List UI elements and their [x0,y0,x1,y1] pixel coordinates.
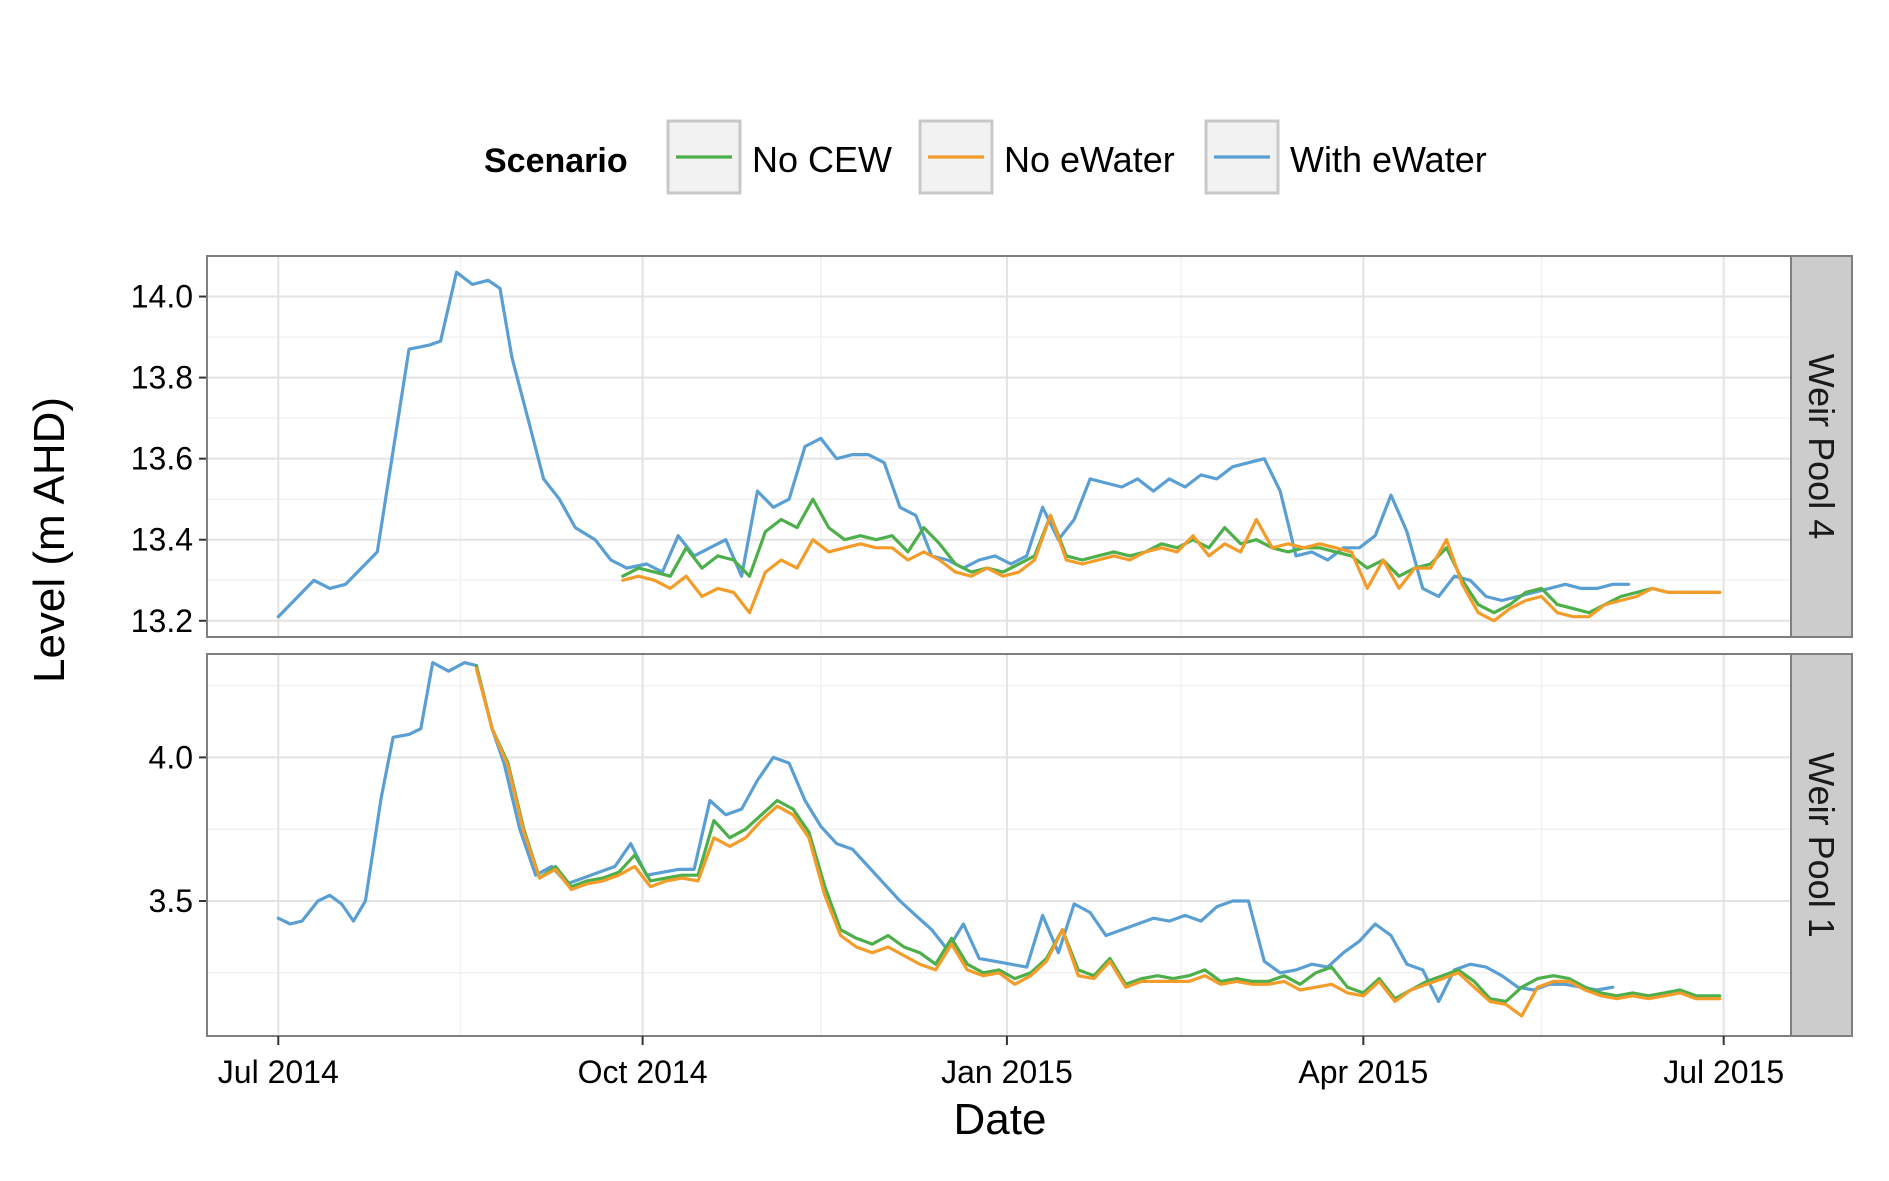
series-line-no-ewater [474,666,1722,1018]
panel-weir-pool-1: 3.5 4.0 Weir Pool 1 [149,653,1853,1037]
legend-entry-no-ewater: No eWater [918,119,1175,195]
x-tick-label: Jul 2014 [218,1054,339,1090]
legend-label: No CEW [752,139,892,180]
facet-strip [1790,255,1853,638]
y-tick-label: 13.6 [131,441,193,477]
x-axis: Jul 2014 Oct 2014 Jan 2015 Apr 2015 Jul 2015 [218,1036,1784,1090]
x-tick-label: Jan 2015 [941,1054,1073,1090]
legend-label: No eWater [1004,139,1175,180]
y-axis-title: Level (m AHD) [25,397,74,683]
y-tick-label: 4.0 [149,739,193,775]
y-tick-label: 13.2 [131,603,193,639]
x-tick-label: Jul 2015 [1663,1054,1784,1090]
legend-entry-with-ewater: With eWater [1204,119,1487,195]
chart-panels: 13.2 13.4 13.6 13.8 14.0 Weir Pool 4 3.5 4.0 Wei… [131,255,1853,1037]
x-tick-label: Oct 2014 [578,1054,708,1090]
facet-strip-label: Weir Pool 4 [1801,354,1842,539]
series-line-with-ewater [276,270,1631,619]
y-tick-label: 3.5 [149,883,193,919]
facet-strip-label: Weir Pool 1 [1801,752,1842,937]
y-tick-label: 13.8 [131,360,193,396]
series-line-no-cew [621,497,1722,615]
legend: Scenario No CEW No eWater With eWater [484,119,1487,195]
x-axis-title: Date [954,1095,1047,1144]
legend-title: Scenario [484,142,628,180]
series-line-no-ewater [621,513,1722,623]
y-tick-label: 14.0 [131,279,193,315]
legend-label: With eWater [1290,139,1487,180]
panel-weir-pool-4: 13.2 13.4 13.6 13.8 14.0 Weir Pool 4 [131,255,1853,639]
series-line-with-ewater [276,660,1615,1004]
x-tick-label: Apr 2015 [1298,1054,1428,1090]
facet-strip [1790,653,1853,1037]
legend-entry-no-cew: No CEW [666,119,892,195]
panel-background [207,654,1791,1036]
series-line-no-cew [474,663,1722,1004]
y-tick-label: 13.4 [131,522,193,558]
